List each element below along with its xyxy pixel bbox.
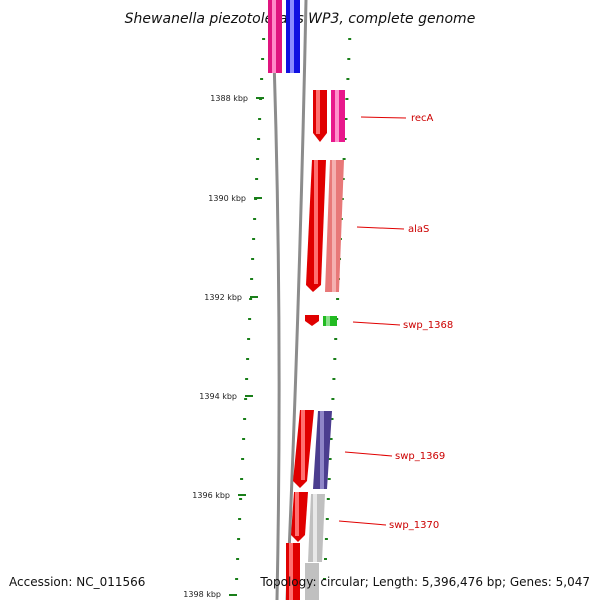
minor-tick-dot: [255, 178, 259, 180]
gene-arrow-highlight: [314, 160, 318, 284]
scale-tick-label: 1394 kbp: [199, 392, 237, 401]
gene-label-line: [338, 520, 387, 526]
minor-tick-dot: [342, 158, 346, 160]
gene-arrow-swp-1368[interactable]: [305, 315, 319, 326]
gene-label-swp-1369[interactable]: swp_1369: [395, 451, 445, 462]
minor-tick-dot: [251, 258, 255, 260]
feature-bottom-grey[interactable]: [305, 563, 319, 600]
backbone-outer: [270, 0, 281, 600]
scale-tick-label: 1390 kbp: [208, 194, 246, 203]
minor-tick-dot: [239, 498, 243, 500]
minor-tick-dot: [334, 338, 338, 340]
minor-tick-dot: [326, 498, 330, 500]
gene-arrow-swp-1370[interactable]: [291, 492, 308, 542]
scale-ticks: 1388 kbp 1390 kbp 1392 kbp 1394 kbp 1396…: [183, 94, 264, 599]
minor-tick-dot: [249, 298, 253, 300]
minor-tick-dot: [330, 418, 334, 420]
gene-label-line: [344, 451, 393, 457]
gene-arrow-highlight: [316, 90, 320, 134]
minor-tick-dot: [248, 318, 252, 320]
minor-tick-dot: [331, 398, 335, 400]
minor-tick-dot: [324, 538, 328, 540]
gene-label-reca[interactable]: recA: [411, 113, 434, 124]
minor-tick-dot: [257, 138, 261, 140]
backbone-inner: [285, 0, 308, 600]
minor-tick-dot: [327, 478, 331, 480]
minor-tick-dot: [250, 278, 254, 280]
gene-arrow-highlight: [301, 410, 305, 480]
minor-tick-dot: [258, 118, 262, 120]
minor-tick-dot: [345, 98, 349, 100]
minor-tick-dot: [235, 578, 239, 580]
gene-arrow-highlight: [295, 492, 299, 536]
minor-tick-dot: [329, 438, 333, 440]
feature-top-magenta-highlight: [272, 0, 276, 73]
minor-tick-dot: [333, 358, 337, 360]
gene-label-alas[interactable]: alaS: [408, 224, 429, 235]
gene-product-highlight: [335, 90, 339, 142]
minor-tick-dot: [247, 338, 251, 340]
minor-tick-dot: [242, 438, 246, 440]
minor-tick-dot: [344, 118, 348, 120]
minor-tick-dot: [241, 458, 245, 460]
minor-tick-dot: [246, 358, 250, 360]
minor-tick-dot: [323, 578, 326, 580]
minor-tick-dot: [253, 218, 257, 220]
gene-label-swp-1368[interactable]: swp_1368: [403, 320, 453, 331]
gene-label-swp-1370[interactable]: swp_1370: [389, 520, 439, 531]
feature-top-blue-highlight: [290, 0, 294, 73]
scale-tick-label: 1398 kbp: [183, 590, 221, 599]
minor-tick-dot: [240, 478, 244, 480]
minor-tick-dot: [243, 418, 247, 420]
minor-tick-dot: [336, 298, 340, 300]
gene-product-highlight: [313, 494, 317, 562]
minor-tick-dot: [332, 378, 336, 380]
minor-tick-dot: [252, 238, 256, 240]
gene-label-line: [360, 116, 407, 119]
minor-tick-dot: [245, 378, 249, 380]
gene-label-line: [352, 321, 401, 326]
gene-product-highlight: [320, 411, 324, 489]
minor-tick-dot: [343, 138, 347, 140]
minor-tick-dot: [260, 78, 264, 80]
minor-tick-dot: [256, 158, 260, 160]
gene-product-highlight: [332, 160, 336, 292]
scale-tick-label: 1396 kbp: [192, 491, 230, 500]
scale-tick-label: 1392 kbp: [204, 293, 242, 302]
minor-tick-dot: [238, 518, 242, 520]
minor-tick-dot: [262, 38, 266, 40]
minor-tick-dot: [347, 58, 351, 60]
feature-bottom-red-highlight: [289, 543, 293, 600]
minor-tick-dot: [244, 398, 248, 400]
minor-tick-dot: [237, 538, 241, 540]
minor-tick-dot: [346, 78, 350, 80]
gene-label-line: [356, 226, 405, 230]
minor-tick-dot: [261, 58, 265, 60]
topology-text: Topology: circular; Length: 5,396,476 bp…: [259, 575, 590, 589]
minor-tick-dot: [325, 518, 329, 520]
minor-tick-dot: [324, 558, 327, 560]
minor-tick-dot: [236, 558, 240, 560]
scale-tick-label: 1388 kbp: [210, 94, 248, 103]
gene-product-highlight: [326, 316, 330, 326]
left-dot-track: [235, 38, 266, 580]
minor-tick-dot: [348, 38, 352, 40]
minor-tick-dot: [328, 458, 332, 460]
accession-text: Accession: NC_011566: [9, 575, 145, 589]
